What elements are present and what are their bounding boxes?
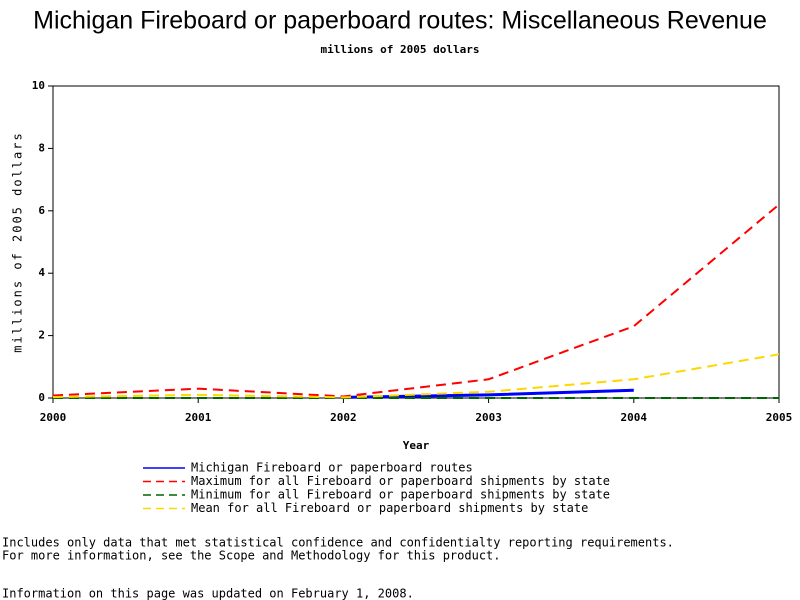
plot-frame — [52, 85, 780, 399]
legend-label: Michigan Fireboard or paperboard routes — [191, 461, 473, 475]
y-tick-label: 0 — [38, 391, 45, 404]
y-tick-label: 6 — [38, 204, 45, 217]
note: For more information, see the Scope and … — [2, 549, 501, 563]
x-tick-label: 2004 — [621, 411, 648, 424]
series-line — [343, 388, 634, 399]
chart-title: Michigan Fireboard or paperboard routes:… — [33, 7, 767, 35]
x-tick-label: 2001 — [185, 411, 212, 424]
series-line — [52, 203, 780, 398]
updated-note: Information on this page was updated on … — [2, 587, 414, 600]
x-tick-label: 2000 — [40, 411, 67, 424]
x-tick-label: 2002 — [330, 411, 357, 424]
legend-label: Maximum for all Fireboard or paperboard … — [191, 474, 610, 488]
note: Includes only data that met statistical … — [2, 536, 674, 550]
series-line — [52, 353, 780, 399]
x-tick-label: 2003 — [475, 411, 502, 424]
y-tick-label: 4 — [38, 266, 45, 279]
y-tick-label: 10 — [32, 79, 45, 92]
y-axis-label: millions of 2005 dollars — [11, 131, 25, 352]
legend-label: Minimum for all Fireboard or paperboard … — [191, 488, 610, 502]
y-tick-label: 2 — [38, 329, 45, 342]
legend-label: Mean for all Fireboard or paperboard shi… — [191, 501, 588, 515]
x-tick-label: 2005 — [766, 411, 793, 424]
chart-subtitle: millions of 2005 dollars — [321, 43, 480, 56]
x-axis-label: Year — [403, 439, 430, 452]
y-tick-label: 8 — [38, 141, 45, 154]
